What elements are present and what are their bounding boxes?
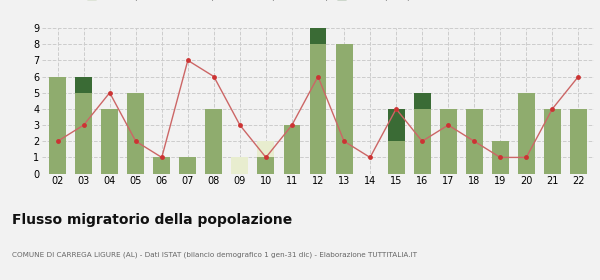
Bar (440, 109, 457, 174)
Bar (570, 109, 587, 174)
Bar (284, 125, 301, 174)
Legend: Iscritti (da altri comuni), Iscritti (dall'estero), Iscritti (altri), Cancellati: Iscritti (da altri comuni), Iscritti (da… (83, 0, 553, 4)
Bar (101, 109, 118, 174)
Bar (518, 93, 535, 174)
Text: COMUNE DI CARREGA LIGURE (AL) - Dati ISTAT (bilancio demografico 1 gen-31 dic) -: COMUNE DI CARREGA LIGURE (AL) - Dati IST… (12, 252, 417, 258)
Text: Flusso migratorio della popolazione: Flusso migratorio della popolazione (12, 213, 292, 227)
Bar (232, 157, 248, 174)
Bar (257, 157, 274, 174)
Bar (127, 93, 144, 174)
Bar (544, 109, 561, 174)
Bar (75, 76, 92, 93)
Bar (49, 76, 66, 174)
Bar (205, 109, 223, 174)
Bar (75, 93, 92, 174)
Bar (179, 157, 196, 174)
Bar (413, 109, 431, 174)
Bar (257, 141, 274, 157)
Bar (310, 44, 326, 174)
Bar (492, 141, 509, 174)
Bar (154, 157, 170, 174)
Bar (388, 141, 404, 174)
Bar (335, 44, 353, 174)
Bar (413, 93, 431, 109)
Bar (388, 109, 404, 141)
Bar (466, 109, 482, 174)
Bar (310, 28, 326, 44)
